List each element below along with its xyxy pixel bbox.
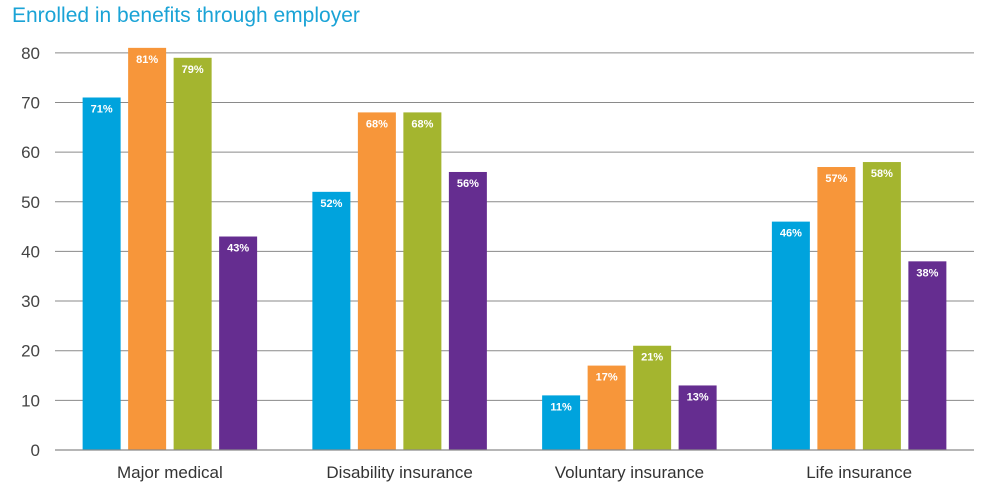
chart-title: Enrolled in benefits through employer (12, 4, 360, 27)
data-label: 58% (871, 168, 893, 180)
data-label: 13% (687, 391, 709, 403)
bar (587, 365, 626, 450)
bar (862, 162, 901, 450)
y-tick-label: 60 (21, 143, 40, 162)
bar (128, 47, 167, 450)
data-label: 71% (91, 104, 113, 116)
y-tick-label: 80 (21, 44, 40, 63)
data-label: 17% (596, 372, 618, 384)
y-tick-label: 50 (21, 193, 40, 212)
data-label: 79% (182, 64, 204, 76)
bars (82, 47, 947, 451)
bar (448, 171, 487, 450)
bar (219, 236, 258, 450)
data-label: 21% (641, 352, 663, 364)
y-tick-label: 30 (21, 292, 40, 311)
data-labels: 71% 81% 79% 43% 52% 68% 68% 56% 11% 17% 21% 13% 46% 5… (91, 54, 939, 414)
data-label: 43% (227, 243, 249, 255)
bar (542, 395, 581, 450)
bar (173, 57, 212, 450)
data-label: 68% (366, 118, 388, 130)
bar (678, 385, 717, 450)
bar (82, 97, 121, 450)
bar (312, 191, 351, 450)
axes: 0 10 20 30 40 50 60 70 80 Major medical Disability… (21, 44, 974, 482)
bar (633, 345, 672, 450)
y-tick-label: 70 (21, 93, 40, 112)
bar (817, 167, 856, 450)
category-label: Voluntary insurance (555, 463, 704, 482)
data-label: 52% (320, 198, 342, 210)
bar (403, 112, 442, 451)
data-label: 11% (550, 401, 572, 413)
bar (357, 112, 396, 451)
category-label: Major medical (117, 463, 223, 482)
data-label: 56% (457, 178, 479, 190)
bar (771, 221, 810, 450)
data-label: 38% (916, 267, 938, 279)
category-label: Life insurance (806, 463, 912, 482)
y-tick-label: 10 (21, 391, 40, 410)
bar (908, 261, 947, 450)
data-label: 57% (825, 173, 847, 185)
category-label: Disability insurance (326, 463, 472, 482)
y-tick-label: 20 (21, 342, 40, 361)
y-tick-label: 40 (21, 242, 40, 261)
y-tick-label: 0 (31, 441, 40, 460)
data-label: 68% (411, 118, 433, 130)
data-label: 81% (136, 54, 158, 66)
data-label: 46% (780, 228, 802, 240)
